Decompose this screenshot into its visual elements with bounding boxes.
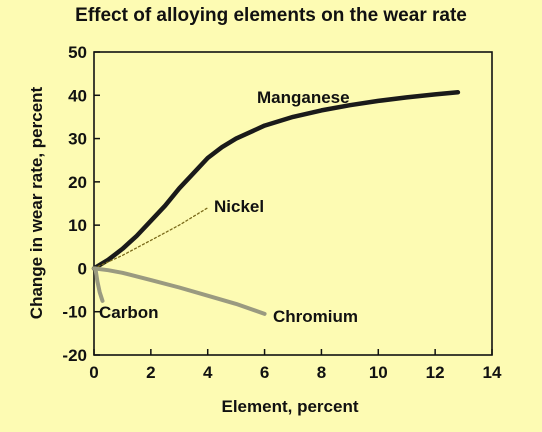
x-tick-label: 2 <box>146 363 155 382</box>
x-axis-title: Element, percent <box>222 397 359 416</box>
x-tick-label: 8 <box>317 363 326 382</box>
series-label-manganese: Manganese <box>257 88 350 107</box>
series-label-nickel: Nickel <box>214 197 264 216</box>
y-tick-label: 10 <box>68 216 87 235</box>
y-tick-label: 30 <box>68 130 87 149</box>
x-tick-label: 14 <box>483 363 502 382</box>
series-line-nickel <box>93 207 209 270</box>
series-layer <box>91 90 461 316</box>
series-line-chromium <box>92 266 267 316</box>
plot-frame <box>93 51 493 356</box>
y-axis-title: Change in wear rate, percent <box>27 86 46 319</box>
x-tick-label: 4 <box>203 363 213 382</box>
chart-title: Effect of alloying elements on the wear … <box>75 5 467 26</box>
x-tick-label: 12 <box>426 363 445 382</box>
series-label-chromium: Chromium <box>273 307 358 326</box>
x-axis-ticks: 0 2 4 6 8 10 12 14 <box>89 349 502 382</box>
y-tick-label: 40 <box>68 86 87 105</box>
x-tick-label: 0 <box>89 363 98 382</box>
y-tick-label: 0 <box>78 259 87 278</box>
x-tick-label: 10 <box>369 363 388 382</box>
y-tick-label: -10 <box>62 303 87 322</box>
series-line-manganese <box>91 90 461 271</box>
y-tick-label: 50 <box>68 43 87 62</box>
y-axis-ticks: -20 -10 0 10 20 30 40 50 <box>62 43 100 365</box>
series-label-carbon: Carbon <box>99 303 159 322</box>
series-line-carbon <box>93 266 105 303</box>
y-tick-label: -20 <box>62 346 87 365</box>
x-tick-label: 6 <box>260 363 269 382</box>
y-tick-label: 20 <box>68 173 87 192</box>
